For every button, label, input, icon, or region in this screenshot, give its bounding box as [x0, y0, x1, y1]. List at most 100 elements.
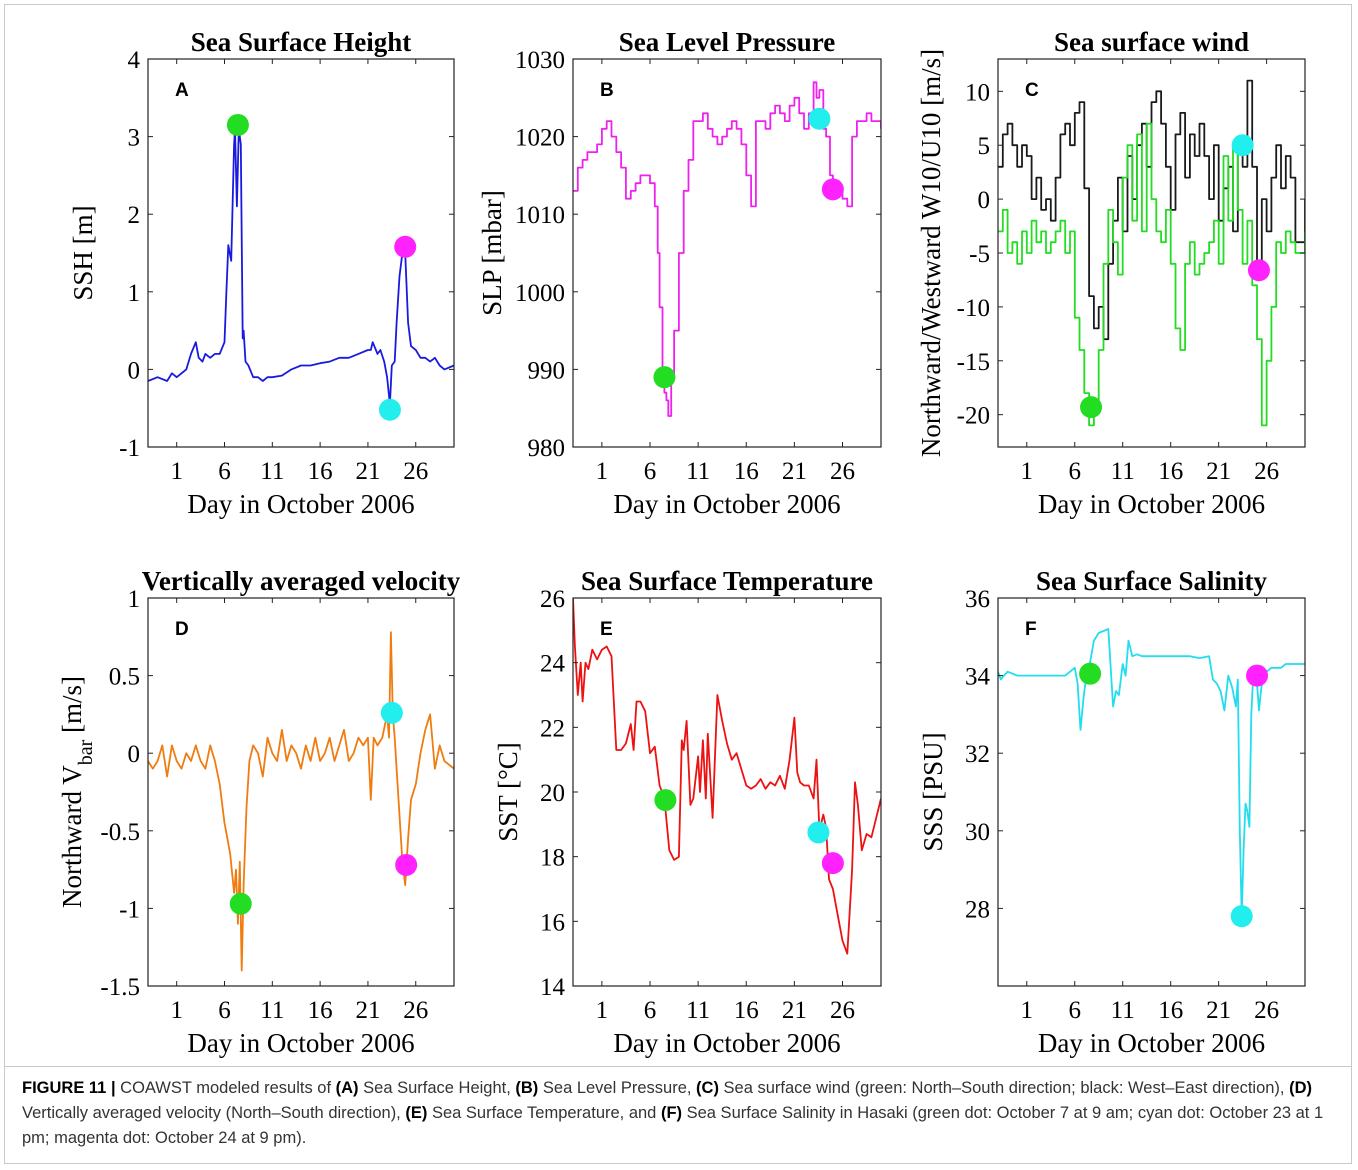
x-tick-label: 1 — [1021, 458, 1034, 485]
series-line-D-0 — [148, 631, 454, 972]
caption-segment: Sea Level Pressure, — [538, 1079, 697, 1097]
x-tick-label: 1 — [1021, 997, 1034, 1024]
x-tick-label: 6 — [644, 997, 657, 1024]
x-tick-label: 1 — [170, 997, 183, 1024]
y-axis-label-subscript: bar — [75, 739, 97, 765]
x-tick-label: 16 — [1158, 458, 1183, 485]
cyan-event-dot — [378, 398, 401, 421]
x-tick-label: 6 — [644, 458, 657, 485]
y-tick-label: 1010 — [515, 202, 565, 229]
y-tick-label: -0.5 — [100, 819, 140, 846]
x-tick-label: 16 — [1158, 997, 1183, 1024]
magenta-event-dot — [1247, 259, 1270, 282]
y-tick-label: -1.5 — [100, 974, 140, 1001]
cyan-event-dot — [808, 107, 831, 130]
y-tick-label: -1 — [119, 896, 140, 923]
x-tick-label: 11 — [686, 458, 710, 485]
y-tick-label: 0 — [978, 187, 991, 214]
y-tick-label: 10 — [965, 79, 990, 106]
green-event-dot — [653, 366, 676, 389]
figure-frame: 1 6 11 16 21 26 -1 0 1 2 3 4 Sea Surface Height Day i… — [4, 4, 1352, 1164]
cyan-event-dot — [807, 821, 830, 844]
y-axis-label-main: Northward V — [57, 765, 87, 908]
magenta-event-dot — [394, 235, 417, 258]
x-tick-label: 21 — [782, 458, 807, 485]
magenta-event-dot — [821, 178, 844, 201]
y-tick-label: 5 — [978, 133, 991, 160]
caption-segment: Vertically averaged velocity (North–Sout… — [22, 1104, 406, 1122]
y-tick-label: 28 — [965, 896, 990, 923]
panel-letter: B — [600, 80, 614, 101]
x-axis-label: Day in October 2006 — [1038, 489, 1265, 519]
x-tick-label: 26 — [403, 997, 428, 1024]
magenta-event-dot — [821, 852, 844, 875]
caption-panel-ref: (F) — [660, 1104, 683, 1122]
green-event-dot — [654, 789, 677, 812]
y-tick-label: 26 — [540, 586, 565, 613]
series-line-E-0 — [573, 598, 881, 955]
series-line-F-0 — [998, 628, 1305, 918]
x-tick-label: 21 — [355, 458, 380, 485]
caption-panel-ref: (C) — [696, 1079, 719, 1097]
chart-title: Vertically averaged velocity — [142, 566, 461, 596]
green-event-dot — [229, 892, 252, 915]
y-tick-label: 3 — [128, 125, 141, 152]
y-tick-label: 32 — [965, 741, 990, 768]
series-line-A-0 — [148, 127, 454, 406]
magenta-event-dot — [395, 853, 418, 876]
x-tick-label: 11 — [686, 997, 710, 1024]
y-tick-label: -5 — [969, 241, 990, 268]
cyan-event-dot — [380, 701, 403, 724]
x-tick-label: 11 — [1111, 458, 1135, 485]
caption-segment: Sea Surface Salinity in Hasaki (green do… — [22, 1104, 1324, 1147]
x-tick-label: 1 — [596, 997, 609, 1024]
x-tick-label: 16 — [734, 997, 759, 1024]
caption-text: COAWST modeled results of (A) Sea Surfac… — [22, 1079, 1323, 1147]
axes-box — [572, 58, 882, 448]
chart-title: Sea Level Pressure — [619, 27, 835, 57]
y-tick-label: 0 — [128, 357, 141, 384]
y-tick-label: 16 — [540, 909, 565, 936]
y-axis-label: Northward Vbar [m/s] — [57, 676, 97, 908]
y-tick-label: 1000 — [515, 280, 565, 307]
x-tick-label: 1 — [170, 458, 183, 485]
y-tick-label: -1 — [119, 435, 140, 462]
chart-title: Sea Surface Height — [191, 27, 411, 57]
caption-figure-label: FIGURE 11 | — [22, 1079, 116, 1097]
x-axis-label: Day in October 2006 — [613, 1028, 840, 1058]
y-axis-label-unit: [m/s] — [57, 676, 87, 740]
axes-box — [572, 597, 882, 987]
y-tick-label: 36 — [965, 586, 990, 613]
x-tick-label: 21 — [782, 997, 807, 1024]
caption-panel-ref: (A) — [335, 1079, 359, 1097]
y-tick-label: 0.5 — [109, 664, 140, 691]
y-axis-label: Northward/Westward W10/U10 [m/s] — [916, 49, 946, 457]
y-tick-label: 980 — [528, 435, 566, 462]
magenta-event-dot — [1246, 664, 1269, 687]
x-tick-label: 11 — [260, 997, 284, 1024]
y-tick-label: 990 — [528, 357, 566, 384]
x-axis-label: Day in October 2006 — [187, 489, 414, 519]
x-tick-label: 26 — [830, 997, 855, 1024]
x-tick-label: 11 — [1111, 997, 1135, 1024]
series-line-C-1 — [998, 122, 1305, 427]
green-event-dot — [226, 113, 249, 136]
figure-caption: FIGURE 11 | COAWST modeled results of (A… — [22, 1076, 1338, 1151]
x-tick-label: 11 — [260, 458, 284, 485]
caption-segment: Sea Surface Temperature, and — [427, 1104, 661, 1122]
y-tick-label: 1 — [128, 280, 141, 307]
y-axis-label: SSH [m] — [68, 205, 98, 300]
y-tick-label: 18 — [540, 845, 565, 872]
y-tick-label: -15 — [957, 349, 990, 376]
y-tick-label: 14 — [540, 974, 566, 1001]
panel-letter: F — [1025, 619, 1037, 640]
x-tick-label: 6 — [1069, 997, 1082, 1024]
y-axis-label: SST [°C] — [493, 742, 523, 842]
chart-title: Sea Surface Salinity — [1036, 566, 1268, 596]
caption-segment: Sea surface wind (green: North–South dir… — [718, 1079, 1290, 1097]
x-tick-label: 26 — [1254, 997, 1279, 1024]
